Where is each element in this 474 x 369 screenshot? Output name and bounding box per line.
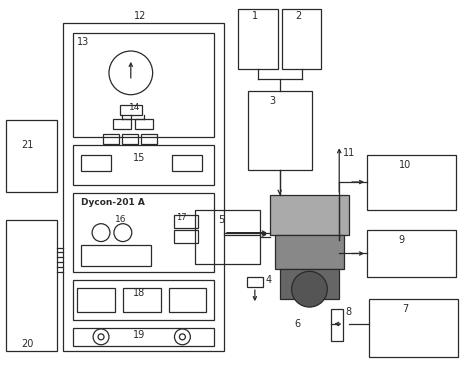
Bar <box>247 277 263 287</box>
Text: 15: 15 <box>133 153 145 163</box>
Circle shape <box>292 271 328 307</box>
Bar <box>173 155 202 171</box>
Bar <box>169 288 206 312</box>
Text: 20: 20 <box>22 339 34 349</box>
Bar <box>120 104 142 114</box>
Text: 17: 17 <box>176 213 187 222</box>
Bar <box>174 215 198 228</box>
Bar <box>64 23 224 351</box>
Bar <box>248 91 312 170</box>
Bar <box>238 9 278 69</box>
Text: 4: 4 <box>266 275 272 285</box>
Bar <box>6 220 57 351</box>
Bar <box>73 145 214 185</box>
Bar <box>81 245 151 266</box>
Bar <box>113 120 131 130</box>
Text: 5: 5 <box>218 215 224 225</box>
Bar <box>73 193 214 272</box>
Bar <box>282 9 321 69</box>
Text: 16: 16 <box>115 215 127 224</box>
Text: 1: 1 <box>252 11 258 21</box>
Bar <box>367 230 456 277</box>
Text: 21: 21 <box>22 140 34 150</box>
Bar <box>123 288 161 312</box>
Bar <box>367 155 456 210</box>
Bar <box>6 121 57 192</box>
Bar <box>135 120 153 130</box>
Text: 3: 3 <box>270 96 276 106</box>
Bar <box>280 269 339 299</box>
Text: 13: 13 <box>77 37 90 47</box>
Text: 11: 11 <box>343 148 356 158</box>
Bar <box>369 299 458 357</box>
Text: 18: 18 <box>133 288 145 298</box>
Bar <box>174 230 198 242</box>
Bar <box>122 134 138 144</box>
Bar <box>141 134 156 144</box>
Bar <box>270 195 349 235</box>
Text: 2: 2 <box>296 11 302 21</box>
Text: 9: 9 <box>399 235 405 245</box>
Bar <box>73 280 214 320</box>
Text: 10: 10 <box>399 160 411 170</box>
Bar <box>77 288 115 312</box>
Text: 14: 14 <box>129 103 140 111</box>
Bar <box>275 235 344 269</box>
Bar <box>73 328 214 346</box>
Text: 12: 12 <box>134 11 146 21</box>
Bar <box>331 309 343 341</box>
Bar <box>103 134 119 144</box>
Text: 6: 6 <box>294 319 301 329</box>
Bar <box>81 155 111 171</box>
Text: Dycon-201 A: Dycon-201 A <box>81 198 145 207</box>
Text: 8: 8 <box>345 307 351 317</box>
Bar <box>73 33 214 137</box>
Bar <box>195 210 260 265</box>
Text: 7: 7 <box>402 304 408 314</box>
Text: 19: 19 <box>133 330 145 340</box>
